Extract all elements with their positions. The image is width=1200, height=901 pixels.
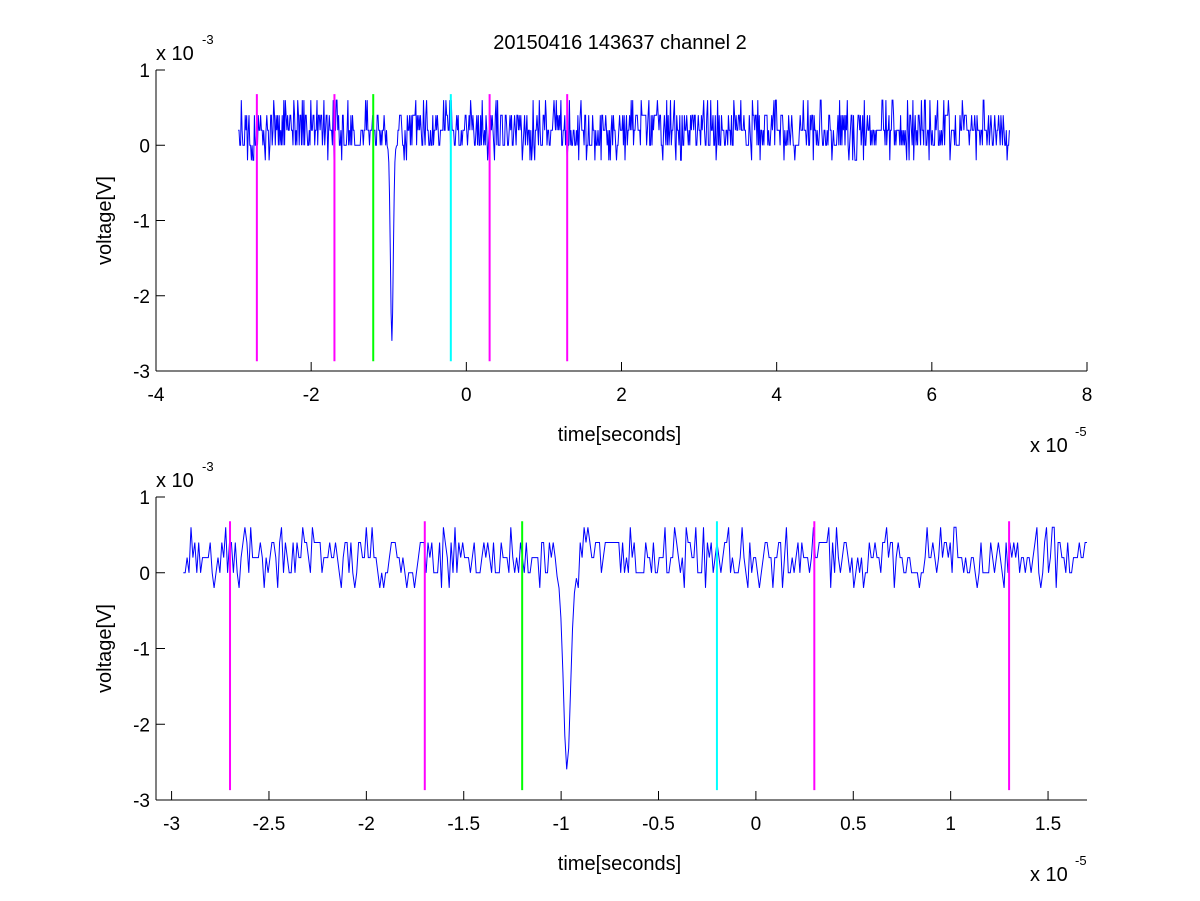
y-tick-label: -3 bbox=[133, 791, 150, 812]
x-tick-label: 1 bbox=[945, 814, 956, 835]
x-tick-label: -1.5 bbox=[447, 814, 480, 835]
x-tick-label: -4 bbox=[148, 385, 165, 406]
x-tick-label: 4 bbox=[771, 385, 782, 406]
x-tick-label: 2 bbox=[616, 385, 627, 406]
signal-trace bbox=[183, 526, 1087, 770]
y-tick-label: -2 bbox=[133, 715, 150, 736]
y-multiplier: x 10 bbox=[156, 470, 194, 492]
figure-title: 20150416 143637 channel 2 bbox=[493, 32, 747, 54]
x-axis-label: time[seconds] bbox=[558, 853, 681, 875]
y-tick-label: 0 bbox=[139, 564, 150, 585]
x-tick-label: 0.5 bbox=[840, 814, 866, 835]
x-multiplier-exponent: -5 bbox=[1075, 853, 1087, 868]
y-tick-label: 0 bbox=[139, 136, 150, 157]
x-tick-label: -0.5 bbox=[642, 814, 675, 835]
x-multiplier: x 10 bbox=[1030, 435, 1068, 457]
bottom-axes: -3 -2.5 -2 -1.5 -1 -0.5 0 0.5 1 1.5 -3 -2 -1 0 1 time[s… bbox=[94, 459, 1087, 886]
x-tick-label: -2 bbox=[358, 814, 375, 835]
x-tick-label: -2.5 bbox=[253, 814, 286, 835]
top-axes: -4 -2 0 2 4 6 8 -3 -2 -1 0 1 time[seconds] voltage[V]… bbox=[94, 32, 1092, 457]
x-axis-label: time[seconds] bbox=[558, 424, 681, 446]
y-multiplier-exponent: -3 bbox=[202, 32, 214, 47]
x-tick-label: -2 bbox=[303, 385, 320, 406]
x-tick-label: 8 bbox=[1082, 385, 1093, 406]
signal-trace bbox=[238, 99, 1010, 341]
y-tick-label: 1 bbox=[139, 61, 150, 82]
x-tick-label: 0 bbox=[751, 814, 762, 835]
y-axis-label: voltage[V] bbox=[94, 176, 116, 265]
y-tick-label: -1 bbox=[133, 212, 150, 233]
y-tick-label: -1 bbox=[133, 640, 150, 661]
y-multiplier-exponent: -3 bbox=[202, 459, 214, 474]
x-multiplier: x 10 bbox=[1030, 864, 1068, 886]
y-tick-label: -3 bbox=[133, 362, 150, 383]
x-tick-label: -1 bbox=[553, 814, 570, 835]
x-tick-label: 1.5 bbox=[1035, 814, 1061, 835]
x-multiplier-exponent: -5 bbox=[1075, 424, 1087, 439]
y-axis-label: voltage[V] bbox=[94, 604, 116, 693]
y-tick-label: 1 bbox=[139, 488, 150, 509]
y-tick-label: -2 bbox=[133, 287, 150, 308]
y-multiplier: x 10 bbox=[156, 43, 194, 65]
x-tick-label: 6 bbox=[927, 385, 938, 406]
x-tick-label: -3 bbox=[163, 814, 180, 835]
x-tick-label: 0 bbox=[461, 385, 472, 406]
